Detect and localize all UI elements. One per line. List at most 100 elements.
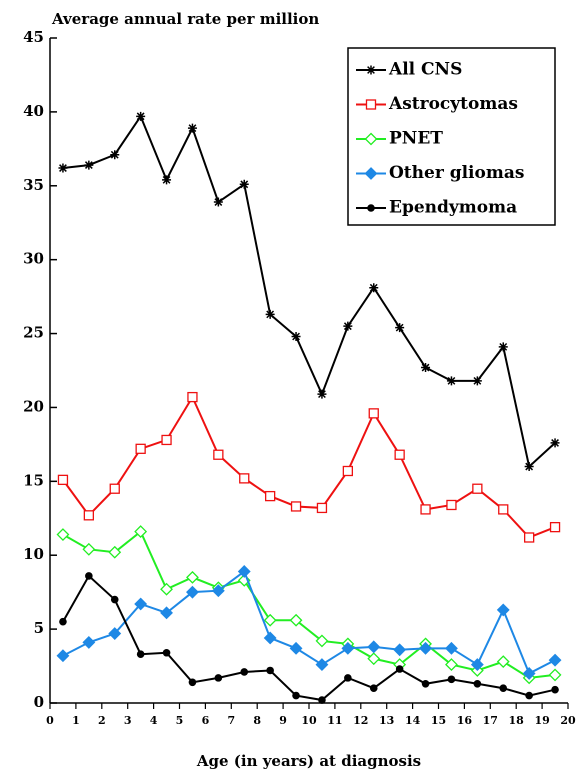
- marker: [110, 150, 120, 160]
- marker: [498, 504, 509, 515]
- marker: [393, 643, 407, 657]
- marker: [58, 163, 68, 173]
- marker: [187, 391, 198, 403]
- marker: [134, 597, 148, 611]
- x-tick-label: 0: [46, 714, 54, 727]
- marker: [188, 678, 197, 687]
- marker: [496, 655, 510, 669]
- marker: [446, 376, 456, 386]
- marker: [85, 572, 93, 580]
- marker: [239, 473, 250, 484]
- y-tick-label: 10: [23, 545, 44, 563]
- x-tick-label: 15: [431, 714, 446, 727]
- marker: [447, 675, 456, 684]
- marker: [239, 179, 249, 189]
- marker: [342, 465, 354, 477]
- marker: [82, 635, 96, 649]
- series-line: [62, 394, 556, 539]
- x-tick-label: 1: [72, 714, 80, 727]
- x-tick-label: 4: [150, 714, 158, 727]
- legend-box: [347, 47, 556, 226]
- marker: [186, 570, 199, 584]
- marker: [83, 510, 94, 521]
- x-tick-label: 7: [227, 714, 235, 727]
- marker: [108, 627, 122, 640]
- marker: [57, 474, 69, 486]
- marker: [472, 483, 483, 494]
- x-tick-label: 20: [560, 714, 576, 727]
- legend-marker: [365, 99, 377, 110]
- y-tick-label: 0: [34, 693, 44, 711]
- y-tick-label: 35: [23, 176, 44, 194]
- x-tick-label: 5: [176, 714, 184, 727]
- marker: [551, 685, 559, 694]
- marker: [289, 613, 303, 627]
- marker: [134, 525, 148, 538]
- marker: [524, 532, 535, 543]
- marker: [445, 641, 458, 655]
- marker: [187, 123, 197, 133]
- marker: [420, 504, 431, 515]
- x-tick-label: 8: [253, 714, 261, 727]
- marker: [292, 691, 300, 700]
- y-tick-label: 20: [23, 397, 44, 415]
- marker: [291, 332, 301, 342]
- y-tick-label: 5: [34, 619, 44, 637]
- x-tick-label: 17: [483, 714, 498, 727]
- marker: [421, 679, 430, 688]
- marker: [367, 652, 381, 666]
- x-tick-label: 14: [405, 714, 421, 727]
- marker: [108, 545, 122, 559]
- marker: [160, 606, 173, 620]
- x-tick-label: 9: [279, 714, 287, 727]
- marker: [162, 648, 171, 657]
- marker: [524, 462, 534, 472]
- marker: [135, 443, 146, 454]
- y-tick-label: 25: [23, 324, 44, 342]
- marker: [369, 684, 378, 693]
- marker: [315, 658, 329, 671]
- marker: [290, 501, 302, 512]
- marker: [59, 617, 67, 626]
- y-tick-label: 45: [23, 28, 44, 46]
- marker: [264, 490, 276, 502]
- marker: [394, 449, 405, 460]
- legend-marker: [367, 204, 375, 212]
- marker: [316, 502, 328, 514]
- marker: [56, 649, 70, 663]
- marker: [549, 521, 561, 533]
- marker: [56, 528, 70, 541]
- series-line: [62, 569, 556, 675]
- series-line: [62, 574, 556, 702]
- marker: [213, 197, 223, 207]
- marker: [344, 674, 352, 682]
- x-tick-label: 19: [534, 714, 549, 727]
- marker: [525, 691, 533, 700]
- marker: [240, 668, 249, 676]
- marker: [317, 389, 327, 399]
- marker: [395, 665, 404, 673]
- marker: [161, 434, 172, 446]
- marker: [186, 585, 199, 599]
- legend-label: Astrocytomas: [388, 94, 518, 114]
- x-tick-label: 6: [202, 714, 210, 727]
- marker: [548, 668, 562, 682]
- marker: [136, 650, 145, 659]
- legend-label: Ependymoma: [389, 198, 517, 218]
- legend-label: PNET: [389, 129, 443, 149]
- marker: [315, 634, 329, 648]
- marker: [343, 321, 353, 331]
- x-tick-label: 16: [457, 714, 473, 727]
- marker: [445, 658, 458, 671]
- marker: [446, 499, 457, 511]
- marker: [421, 363, 431, 373]
- marker: [84, 160, 94, 170]
- marker: [160, 582, 173, 596]
- x-tick-label: 2: [98, 714, 106, 727]
- x-tick-label: 3: [124, 714, 132, 727]
- x-tick-label: 10: [301, 714, 317, 727]
- marker: [395, 323, 405, 333]
- marker: [473, 679, 482, 688]
- marker: [498, 342, 508, 352]
